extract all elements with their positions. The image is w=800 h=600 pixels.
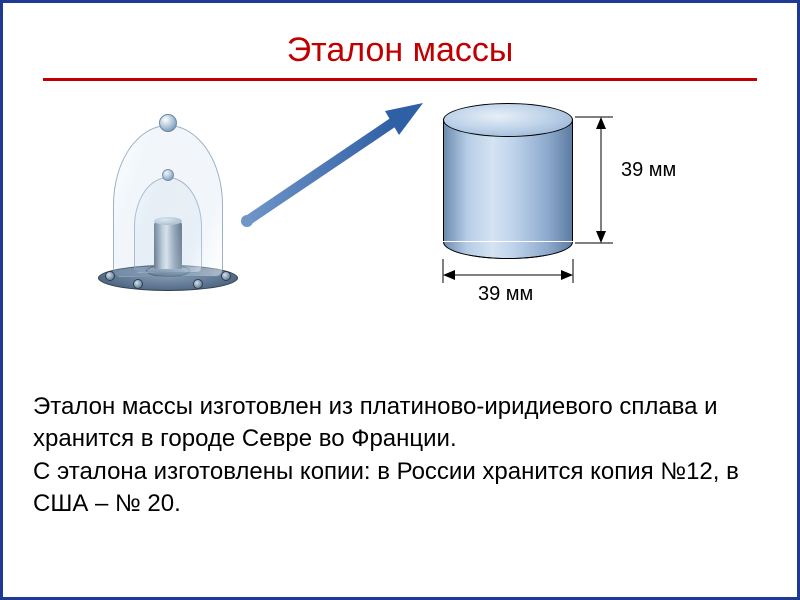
height-label: 39 мм: [621, 159, 676, 182]
base-screw-icon: [193, 279, 203, 289]
diagram-area: 39 мм 39 мм: [3, 81, 797, 341]
dimensioned-cylinder: 39 мм 39 мм: [423, 91, 723, 321]
base-screw-icon: [221, 271, 231, 281]
paragraph-2: С эталона изготовлены копии: в России хр…: [33, 456, 767, 521]
outer-bell-jar: [113, 125, 223, 277]
page-title: Эталон массы: [287, 31, 514, 70]
outer-knob-icon: [159, 114, 177, 132]
title-block: Эталон массы: [3, 3, 797, 81]
description-block: Эталон массы изготовлен из платиново-ири…: [33, 391, 767, 521]
dimension-lines: [423, 91, 723, 321]
width-label: 39 мм: [478, 283, 533, 306]
base-screw-icon: [133, 279, 143, 289]
arrow-icon: [233, 91, 433, 241]
paragraph-1: Эталон массы изготовлен из платиново-ири…: [33, 391, 767, 456]
mass-standard-apparatus: [93, 101, 243, 291]
